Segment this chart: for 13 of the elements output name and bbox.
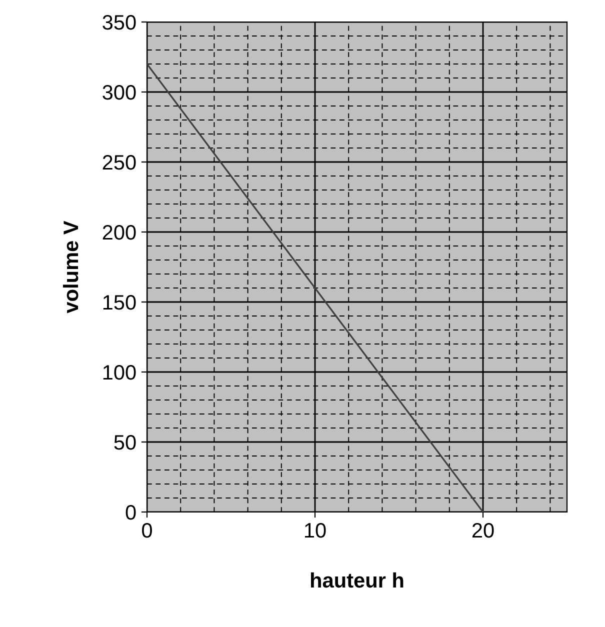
y-tick-label: 100 [103, 365, 136, 380]
y-tick-label: 350 [102, 15, 136, 30]
y-tick-label: 0 [126, 505, 136, 520]
x-tick-label: 10 [305, 522, 326, 538]
x-axis-title: hauteur h [311, 572, 404, 588]
x-tick-label: 20 [472, 522, 494, 538]
y-tick-label: 150 [103, 295, 136, 310]
y-tick-label: 50 [114, 435, 136, 450]
y-tick-label: 300 [102, 85, 136, 100]
y-tick-label: 250 [102, 155, 136, 170]
x-tick-label: 0 [142, 522, 152, 538]
y-axis-title: volume V [62, 220, 78, 314]
y-tick-label: 200 [102, 225, 136, 240]
